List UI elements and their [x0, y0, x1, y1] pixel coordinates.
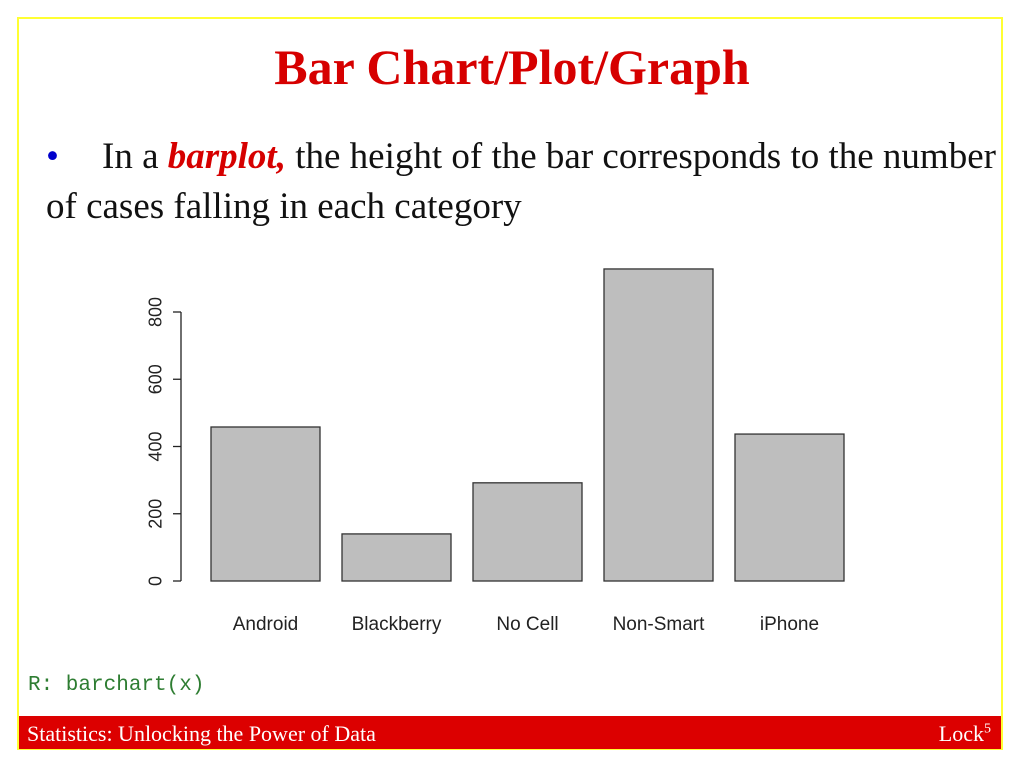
- y-tick-label: 0: [145, 576, 165, 586]
- footer-author: Lock: [938, 721, 984, 746]
- footer-left: Statistics: Unlocking the Power of Data: [27, 721, 376, 746]
- x-tick-label: iPhone: [760, 614, 819, 635]
- y-tick-label: 800: [145, 297, 165, 327]
- bar-blackberry: [341, 533, 452, 582]
- slide-frame: [17, 17, 1003, 750]
- x-tick-label: Android: [233, 614, 299, 635]
- bar-android: [210, 426, 321, 582]
- y-tick-label: 400: [145, 431, 165, 461]
- footer-right: Lock5: [939, 721, 991, 747]
- x-tick-label: Blackberry: [352, 614, 442, 635]
- bullet-text-post: the height of the bar corresponds to the…: [46, 136, 996, 227]
- bar-no-cell: [472, 482, 583, 582]
- bullet-icon: •: [46, 136, 59, 177]
- r-code: R: barchart(x): [28, 674, 205, 697]
- y-tick-label: 200: [145, 499, 165, 529]
- x-tick-label: No Cell: [496, 614, 558, 635]
- footer-superscript: 5: [984, 721, 991, 737]
- bullet-text-pre: In a: [102, 136, 168, 177]
- bar-iphone: [734, 433, 845, 582]
- slide-title: Bar Chart/Plot/Graph: [274, 39, 750, 95]
- bar-non-smart: [603, 268, 714, 582]
- y-tick-label: 600: [145, 364, 165, 394]
- footer-bar: Statistics: Unlocking the Power of Data …: [19, 716, 1001, 749]
- bullet-point: • In a barplot, the height of the bar cor…: [46, 132, 1016, 232]
- bullet-emphasis: barplot,: [167, 136, 286, 177]
- x-tick-label: Non-Smart: [613, 614, 706, 635]
